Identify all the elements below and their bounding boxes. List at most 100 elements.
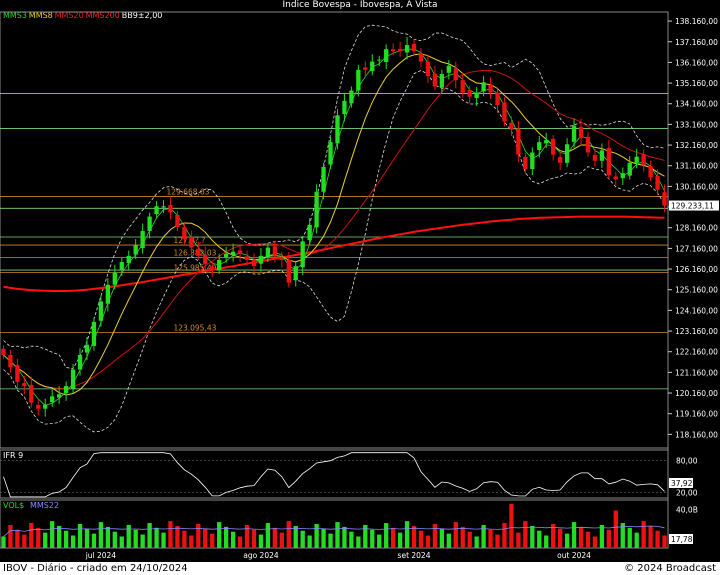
volume-bar: [8, 524, 13, 548]
candle-body: [84, 344, 90, 353]
volume-bar: [154, 527, 159, 548]
candle-body: [356, 69, 361, 91]
x-tick-label: ago 2024: [243, 551, 279, 560]
candle-body: [223, 253, 229, 258]
candle-body: [613, 176, 618, 180]
volume-bar: [523, 521, 528, 548]
y-tick-label: 136.160,00: [675, 58, 718, 67]
ifr-title: IFR 9: [3, 451, 23, 460]
candle-body: [620, 173, 625, 179]
volume-bar: [432, 524, 438, 548]
volume-title: VOL$: [3, 501, 24, 510]
volume-bar: [36, 527, 41, 548]
candle-body: [98, 301, 104, 321]
price-chart[interactable]: MMS3 MMS8 MMS20 MMS200 BB9±2,00 118.160,0011…: [0, 0, 720, 562]
volume-bar: [210, 533, 215, 548]
candle-body: [488, 84, 493, 93]
candle-body: [175, 214, 180, 227]
ifr-panel: IFR 9 20,00 80,00 37,92: [0, 449, 698, 499]
volume-bar: [411, 525, 417, 548]
volume-bar: [425, 535, 431, 548]
volume-bar: [592, 536, 598, 548]
ifr-last-box: [669, 478, 693, 488]
candle-body: [140, 231, 145, 248]
volume-bar: [585, 531, 591, 548]
volume-bar: [370, 529, 375, 548]
support-line-label: 125.985,40: [173, 264, 216, 273]
y-tick-label: 130.160,00: [675, 182, 718, 191]
ifr-line: [3, 452, 665, 498]
candle-body: [321, 166, 326, 192]
candle-body: [446, 65, 451, 73]
volume-bar: [544, 535, 549, 548]
candle-body: [377, 59, 382, 61]
volume-bar: [453, 522, 458, 548]
mms3-line: [3, 48, 665, 406]
volume-bar: [258, 534, 264, 548]
volume-bar: [578, 526, 584, 548]
volume-bar: [50, 521, 55, 548]
candle-body: [182, 226, 187, 240]
volume-bar: [648, 525, 653, 548]
volume-bar: [418, 530, 424, 548]
candle-body: [77, 355, 83, 370]
volume-bar: [293, 525, 298, 548]
volume-bar: [126, 524, 131, 548]
bollinger-upper-line: [3, 24, 665, 370]
candle-body: [161, 206, 166, 208]
candle-body: [154, 206, 159, 215]
volume-bar: [307, 535, 312, 548]
y-tick-label: 133.160,00: [675, 120, 718, 129]
support-line-label: 126.382,03: [173, 248, 216, 257]
volume-bar: [384, 523, 389, 548]
candle-body: [314, 191, 319, 228]
volume-panel: VOL$ MMS22 40,0B 17,78: [0, 499, 698, 549]
volume-bar: [342, 526, 347, 548]
candle-body: [349, 90, 354, 104]
last-price-box: [669, 200, 719, 211]
y-tick-label: 138.160,00: [675, 17, 718, 26]
last-price-label: 129.233,11: [671, 202, 714, 211]
y-tick-label: 126.160,00: [675, 265, 718, 274]
volume-bar: [557, 528, 563, 548]
candle-body: [363, 67, 368, 70]
candle-body: [523, 157, 528, 170]
y-tick-label: 122.160,00: [675, 348, 718, 357]
volume-bar: [446, 533, 451, 548]
candle-body: [1, 348, 6, 356]
volume-bar: [655, 530, 660, 548]
legend-item: MMS20: [55, 11, 84, 20]
volume-bar: [627, 527, 632, 548]
volume-bar: [84, 528, 90, 548]
ifr-last-label: 37,92: [671, 479, 693, 488]
candle-body: [495, 92, 500, 105]
candle-body: [70, 369, 76, 389]
candle-body: [237, 250, 243, 254]
volume-bar: [15, 529, 20, 548]
volume-bar: [56, 525, 62, 548]
support-line-label: 123.095,43: [173, 323, 216, 332]
candle-body: [551, 138, 556, 155]
support-line-label: 129.668,63: [166, 188, 209, 197]
volume-last-box: [669, 534, 693, 544]
volume-ma-line: [3, 525, 665, 537]
candle-body: [119, 262, 124, 270]
volume-bar: [662, 535, 667, 548]
candle-body: [203, 254, 208, 265]
candle-body: [662, 192, 667, 206]
volume-bar: [203, 528, 208, 548]
y-tick-label: 132.160,00: [675, 141, 718, 150]
candle-body: [516, 128, 521, 155]
candle-body: [467, 90, 472, 97]
candle-body: [634, 156, 639, 163]
volume-bar: [112, 531, 117, 548]
x-tick-label: jul 2024: [85, 551, 117, 560]
chart-title: Índice Bovespa - Ibovespa, À Vista: [0, 0, 720, 11]
candle-body: [384, 49, 389, 63]
volume-ma-title: MMS22: [30, 501, 59, 510]
volume-bar: [620, 523, 625, 548]
candle-body: [168, 204, 173, 213]
candle-body: [544, 140, 549, 144]
candle-body: [217, 259, 222, 271]
volume-bar: [140, 534, 145, 548]
